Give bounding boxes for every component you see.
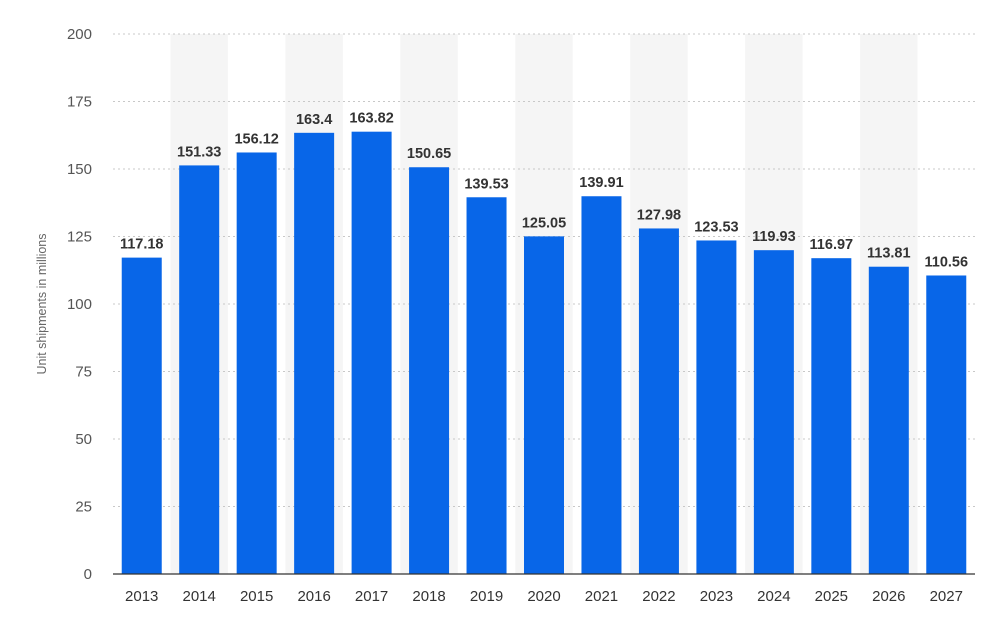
- data-label-2018: 150.65: [407, 146, 451, 162]
- data-label-2027: 110.56: [924, 254, 968, 270]
- y-tick-label: 125: [67, 229, 92, 246]
- x-tick-label: 2018: [412, 588, 445, 605]
- bar-2019[interactable]: [466, 197, 507, 575]
- bar-2024[interactable]: [753, 250, 794, 574]
- bar-2021[interactable]: [581, 196, 622, 575]
- bar-2014[interactable]: [179, 165, 220, 574]
- x-tick-label: 2020: [527, 588, 560, 605]
- bar-2022[interactable]: [638, 228, 679, 575]
- y-tick-label: 25: [75, 499, 92, 516]
- data-label-2022: 127.98: [637, 207, 681, 223]
- x-tick-label: 2015: [240, 588, 273, 605]
- bar-2025[interactable]: [811, 258, 852, 574]
- bar-2017[interactable]: [351, 131, 392, 574]
- x-tick-label: 2024: [757, 588, 790, 605]
- y-axis-ticks: 0 25 50 75 100 125 150 175 200: [67, 26, 92, 583]
- bars: [121, 131, 967, 575]
- bar-2027[interactable]: [926, 275, 967, 574]
- x-tick-label: 2013: [125, 588, 158, 605]
- x-axis-ticks: 2013 2014 2015 2016 2017 2018 2019 2020 2021 2022…: [125, 588, 963, 605]
- y-tick-label: 150: [67, 161, 92, 178]
- bar-2016[interactable]: [294, 132, 335, 574]
- x-tick-label: 2022: [642, 588, 675, 605]
- bar-2026[interactable]: [868, 266, 909, 574]
- x-tick-label: 2017: [355, 588, 388, 605]
- data-label-2020: 125.05: [522, 215, 566, 231]
- bar-2015[interactable]: [236, 152, 277, 574]
- x-tick-label: 2016: [297, 588, 330, 605]
- y-tick-label: 0: [84, 566, 92, 583]
- data-label-2021: 139.91: [579, 175, 623, 191]
- x-tick-label: 2026: [872, 588, 905, 605]
- x-tick-label: 2023: [700, 588, 733, 605]
- data-label-2019: 139.53: [464, 176, 508, 192]
- data-label-2015: 156.12: [234, 131, 278, 147]
- bar-2018[interactable]: [409, 167, 450, 574]
- data-label-2024: 119.93: [752, 229, 796, 245]
- data-label-2023: 123.53: [694, 219, 738, 235]
- bar-2023[interactable]: [696, 240, 737, 574]
- data-label-2017: 163.82: [349, 111, 393, 127]
- y-tick-label: 75: [75, 364, 92, 381]
- y-tick-label: 200: [67, 26, 92, 43]
- data-label-2025: 116.97: [810, 237, 854, 253]
- data-labels: 117.18 151.33 156.12 163.4 163.82 150.65 139.5…: [120, 111, 968, 271]
- bar-2020[interactable]: [524, 236, 564, 575]
- y-tick-label: 175: [67, 94, 92, 111]
- bar-2013[interactable]: [121, 257, 162, 574]
- data-label-2026: 113.81: [867, 246, 911, 262]
- x-tick-label: 2014: [183, 588, 216, 605]
- x-tick-label: 2021: [585, 588, 618, 605]
- data-label-2016: 163.4: [296, 112, 332, 128]
- y-tick-label: 100: [67, 296, 92, 313]
- x-tick-label: 2025: [815, 588, 848, 605]
- y-axis-title: Unit shipments in millions: [35, 233, 49, 374]
- x-tick-label: 2019: [470, 588, 503, 605]
- data-label-2014: 151.33: [177, 144, 221, 160]
- y-tick-label: 50: [75, 431, 92, 448]
- data-label-2013: 117.18: [120, 237, 164, 253]
- x-tick-label: 2027: [930, 588, 963, 605]
